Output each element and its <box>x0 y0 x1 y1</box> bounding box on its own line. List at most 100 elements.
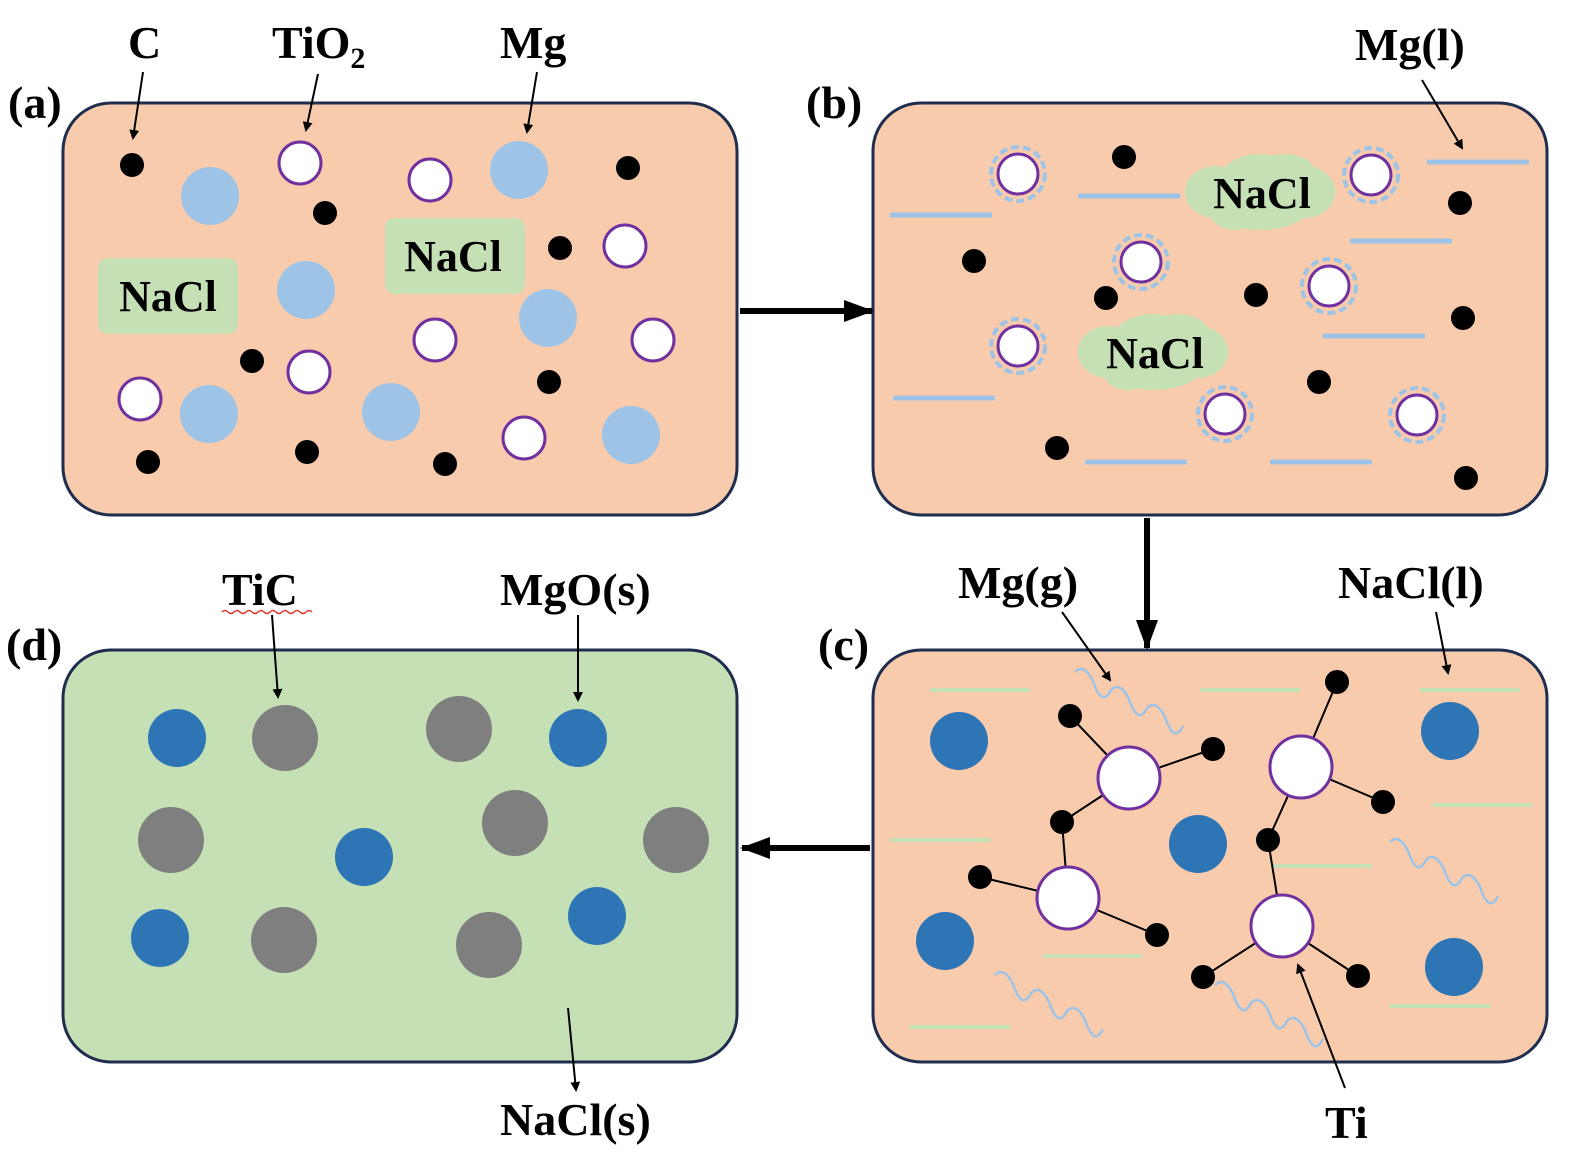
mg-particle <box>362 383 420 441</box>
mg-coating <box>989 145 1047 203</box>
mg-particle <box>180 385 238 443</box>
panel-b <box>871 101 1549 517</box>
mg-gas-wave <box>994 970 1105 1038</box>
tio2-particle <box>412 317 458 363</box>
mg-gas-wave <box>1389 837 1500 905</box>
tio2-particle <box>1119 240 1163 284</box>
mgo-particle <box>916 912 974 970</box>
mgo-particle <box>1421 702 1479 760</box>
mg-coating <box>1388 386 1446 444</box>
tio2-particle <box>996 324 1040 368</box>
mg-coating <box>1342 146 1400 204</box>
tio2-particle <box>1203 392 1247 436</box>
mgo-particle <box>335 828 393 886</box>
mg-gas-wave <box>1074 667 1185 735</box>
label-nacl-liquid: NaCl(l) <box>1338 557 1484 608</box>
mg-particle <box>519 289 577 347</box>
nacl-label-a1: NaCl <box>119 272 217 321</box>
mg-coating <box>1112 233 1170 291</box>
carbon-particle <box>537 370 561 394</box>
carbon-particle <box>1307 370 1331 394</box>
carbon-particle <box>1094 286 1118 310</box>
carbon-particle <box>433 452 457 476</box>
tic-particle <box>138 807 204 873</box>
carbon-particle <box>1112 145 1136 169</box>
tio2-particle <box>277 140 323 186</box>
carbon-particle <box>1256 828 1280 852</box>
tio2-particle <box>1349 153 1393 197</box>
pointer-tic <box>271 614 283 699</box>
label-mg-gas: Mg(g) <box>958 557 1078 608</box>
pointer-tio2 <box>302 73 319 132</box>
label-ti: Ti <box>1325 1097 1368 1148</box>
label-mgo-solid: MgO(s) <box>500 564 651 615</box>
tio2-particle <box>630 317 676 363</box>
tic-particle <box>251 907 317 973</box>
tic-particle <box>456 912 522 978</box>
tic-particle <box>482 790 548 856</box>
carbon-particle <box>1448 191 1472 215</box>
tio2-particle <box>407 157 453 203</box>
mg-particle <box>490 141 548 199</box>
carbon-particle <box>1201 737 1225 761</box>
tic-particle <box>426 696 492 762</box>
carbon-particle <box>1454 466 1478 490</box>
pointer-mg <box>523 71 538 134</box>
ti-particle <box>1268 734 1334 800</box>
tio2-particle <box>286 349 332 395</box>
mgo-particle <box>549 709 607 767</box>
nacl-cloud <box>1185 154 1335 230</box>
label-mg-liquid: Mg(l) <box>1355 19 1465 70</box>
panel-b-tag: (b) <box>806 77 862 128</box>
carbon-particle <box>1058 704 1082 728</box>
carbon-particle <box>1191 965 1215 989</box>
nacl-label-b2: NaCl <box>1106 329 1204 378</box>
label-tic: TiC <box>222 564 298 615</box>
tio2-particle <box>602 223 648 269</box>
pointer-nacl-solid <box>567 1007 581 1092</box>
pointer-ti <box>1296 963 1346 1089</box>
mg-particle <box>602 406 660 464</box>
carbon-particle <box>1451 306 1475 330</box>
mg-gas-wave <box>1214 980 1325 1048</box>
pointer-mg-liquid <box>1421 79 1464 150</box>
carbon-particle <box>240 349 264 373</box>
mg-coating <box>1196 385 1254 443</box>
carbon-particle <box>1371 790 1395 814</box>
tio2-particle <box>501 415 547 461</box>
mgo-particle <box>930 712 988 770</box>
mg-coating <box>1300 257 1358 315</box>
ti-particle <box>1035 865 1101 931</box>
panel-a-tag: (a) <box>8 77 62 128</box>
carbon-particle <box>1050 810 1074 834</box>
tic-particle <box>252 705 318 771</box>
carbon-particle <box>1325 670 1349 694</box>
label-nacl-solid: NaCl(s) <box>500 1094 651 1145</box>
label-mg: Mg <box>500 17 566 68</box>
nacl-box <box>385 218 525 294</box>
carbon-particle <box>1244 283 1268 307</box>
pointer-carbon <box>129 71 144 140</box>
carbon-particle <box>120 153 144 177</box>
spellcheck-underline <box>221 609 313 615</box>
carbon-particle <box>548 236 572 260</box>
label-tio2: TiO2 <box>272 17 365 75</box>
ti-particle <box>1096 745 1162 811</box>
mgo-particle <box>1169 815 1227 873</box>
pointer-mg-gas <box>1061 611 1112 682</box>
mgo-particle <box>1425 938 1483 996</box>
carbon-particle <box>313 201 337 225</box>
carbon-particle <box>295 440 319 464</box>
carbon-particle <box>616 156 640 180</box>
nacl-label-b1: NaCl <box>1213 169 1311 218</box>
mg-particle <box>277 261 335 319</box>
tio2-particle <box>117 376 163 422</box>
mg-particle <box>181 167 239 225</box>
nacl-label-a2: NaCl <box>404 232 502 281</box>
tio2-particle <box>996 152 1040 196</box>
nacl-cloud <box>1078 314 1228 390</box>
pointer-nacl-liquid <box>1435 611 1452 675</box>
panel-d-tag: (d) <box>6 619 62 670</box>
carbon-particle <box>1145 923 1169 947</box>
carbon-particle <box>1346 964 1370 988</box>
